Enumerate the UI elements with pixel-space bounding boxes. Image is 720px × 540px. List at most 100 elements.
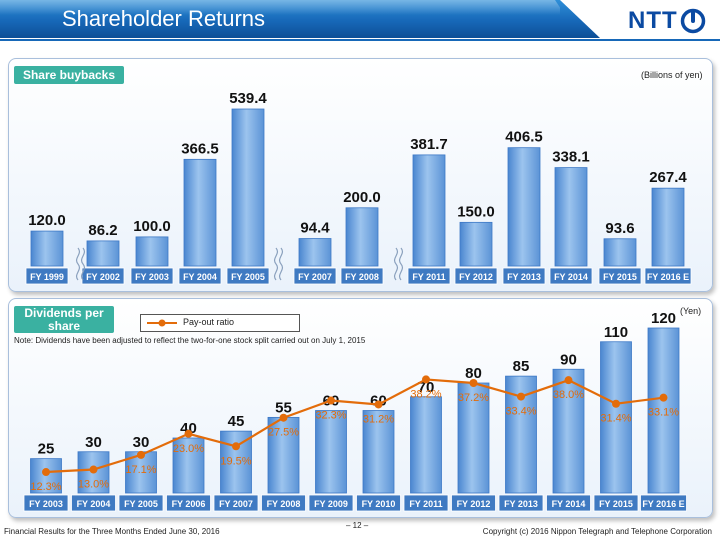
dividend-value-label: 45 — [228, 413, 245, 430]
dividends-unit: (Yen) — [680, 306, 702, 316]
axis-break-mark — [393, 247, 399, 281]
x-tick-box — [356, 494, 401, 512]
dividend-bar — [410, 396, 442, 494]
axis-break-mark — [75, 247, 81, 281]
axis-break-mark — [80, 247, 86, 281]
payout-ratio-point — [659, 393, 668, 402]
payout-ratio-point — [374, 400, 383, 409]
buyback-bar — [651, 187, 685, 267]
x-tick-label: FY 2008 — [267, 499, 301, 509]
x-tick-box — [407, 267, 451, 285]
x-tick-label: FY 2005 — [124, 499, 158, 509]
dividends-note: Note: Dividends have been adjusted to re… — [14, 336, 366, 345]
dividend-value-label: 30 — [85, 434, 102, 451]
buyback-bar — [507, 147, 541, 267]
x-tick-box — [178, 267, 222, 285]
x-tick-label: FY 2015 — [599, 499, 633, 509]
payout-ratio-point — [564, 376, 573, 385]
payout-ratio-label: 38.2% — [410, 388, 441, 400]
dividend-bar — [600, 341, 632, 494]
x-tick-box — [549, 267, 593, 285]
payout-ratio-point — [184, 429, 193, 438]
x-tick-box — [213, 494, 259, 512]
buyback-value-label: 366.5 — [181, 140, 219, 157]
dividend-value-label: 55 — [275, 399, 292, 416]
dividend-value-label: 70 — [418, 379, 435, 396]
payout-ratio-label: 32.3% — [315, 410, 346, 422]
x-tick-label: FY 2003 — [135, 272, 169, 282]
payout-ratio-point — [42, 468, 50, 477]
header-underline — [0, 39, 720, 41]
page-header: Shareholder Returns NTT — [0, 0, 720, 41]
buyback-value-label: 200.0 — [343, 189, 381, 206]
ntt-logo-text: NTT — [628, 7, 678, 34]
buyback-bar — [459, 221, 493, 267]
ntt-logo-icon — [680, 8, 706, 34]
x-tick-label: FY 2011 — [409, 499, 442, 509]
x-tick-box — [498, 494, 544, 512]
x-tick-box — [261, 494, 306, 512]
x-tick-box — [340, 267, 384, 285]
chart-legend: Pay-out ratio — [140, 314, 300, 332]
payout-ratio-label: 17.1% — [125, 464, 156, 476]
buyback-value-label: 100.0 — [133, 218, 171, 235]
buyback-value-label: 86.2 — [88, 222, 117, 239]
x-tick-box — [640, 494, 687, 512]
buyback-bar — [345, 207, 379, 267]
payout-ratio-line — [45, 378, 664, 474]
dividend-bar — [220, 430, 252, 494]
x-tick-label: FY 2009 — [314, 499, 348, 509]
axis-break-mark — [398, 247, 404, 281]
x-tick-label: FY 2002 — [86, 272, 120, 282]
buyback-value-label: 539.4 — [229, 90, 267, 107]
footer-report-title: Financial Results for the Three Months E… — [4, 527, 220, 536]
payout-ratio-point — [137, 450, 145, 459]
x-tick-box — [598, 267, 642, 285]
buyback-bar — [554, 167, 588, 267]
dividend-value-label: 80 — [465, 365, 482, 382]
x-tick-box — [118, 494, 164, 512]
payout-ratio-point — [327, 396, 335, 405]
footer-copyright: Copyright (c) 2016 Nippon Telegraph and … — [482, 527, 712, 536]
buyback-value-label: 267.4 — [649, 169, 687, 186]
dividend-bar — [362, 410, 395, 494]
payout-ratio-label: 33.1% — [648, 407, 679, 419]
page-title: Shareholder Returns — [62, 6, 266, 31]
x-tick-label: FY 2006 — [172, 499, 206, 509]
dividend-value-label: 40 — [180, 420, 197, 437]
x-tick-box — [454, 267, 498, 285]
x-tick-box — [546, 494, 591, 512]
x-tick-box — [25, 267, 69, 285]
x-tick-label: FY 2016 E — [647, 272, 689, 282]
payout-ratio-label: 38.0% — [553, 389, 584, 401]
x-tick-label: FY 2003 — [29, 499, 63, 509]
payout-ratio-label: 12.3% — [30, 481, 61, 493]
x-tick-label: FY 2016 E — [642, 499, 684, 509]
buyback-value-label: 94.4 — [300, 220, 330, 237]
legend-line-icon — [147, 319, 177, 327]
x-tick-label: FY 2008 — [345, 272, 379, 282]
axis-break-mark — [273, 247, 279, 281]
buyback-bar — [86, 240, 120, 267]
payout-ratio-point — [232, 442, 240, 451]
x-tick-label: FY 2007 — [298, 272, 332, 282]
buyback-value-label: 381.7 — [410, 136, 448, 153]
dividend-bar — [172, 437, 205, 494]
x-tick-label: FY 2015 — [603, 272, 637, 282]
x-tick-box — [293, 267, 337, 285]
payout-ratio-label: 33.4% — [505, 406, 536, 418]
x-tick-label: FY 2010 — [362, 499, 396, 509]
x-tick-box — [226, 267, 270, 285]
x-tick-box — [308, 494, 354, 512]
payout-ratio-point — [422, 375, 430, 384]
buyback-bar — [298, 238, 332, 267]
x-tick-box — [23, 494, 69, 512]
payout-ratio-label: 19.5% — [220, 455, 251, 467]
dividend-value-label: 25 — [38, 441, 55, 458]
buybacks-unit: (Billions of yen) — [641, 70, 703, 80]
dividend-bar — [552, 368, 585, 494]
dividend-value-label: 110 — [604, 324, 628, 341]
dividends-tag: Dividends per share — [14, 306, 114, 333]
x-tick-box — [451, 494, 496, 512]
